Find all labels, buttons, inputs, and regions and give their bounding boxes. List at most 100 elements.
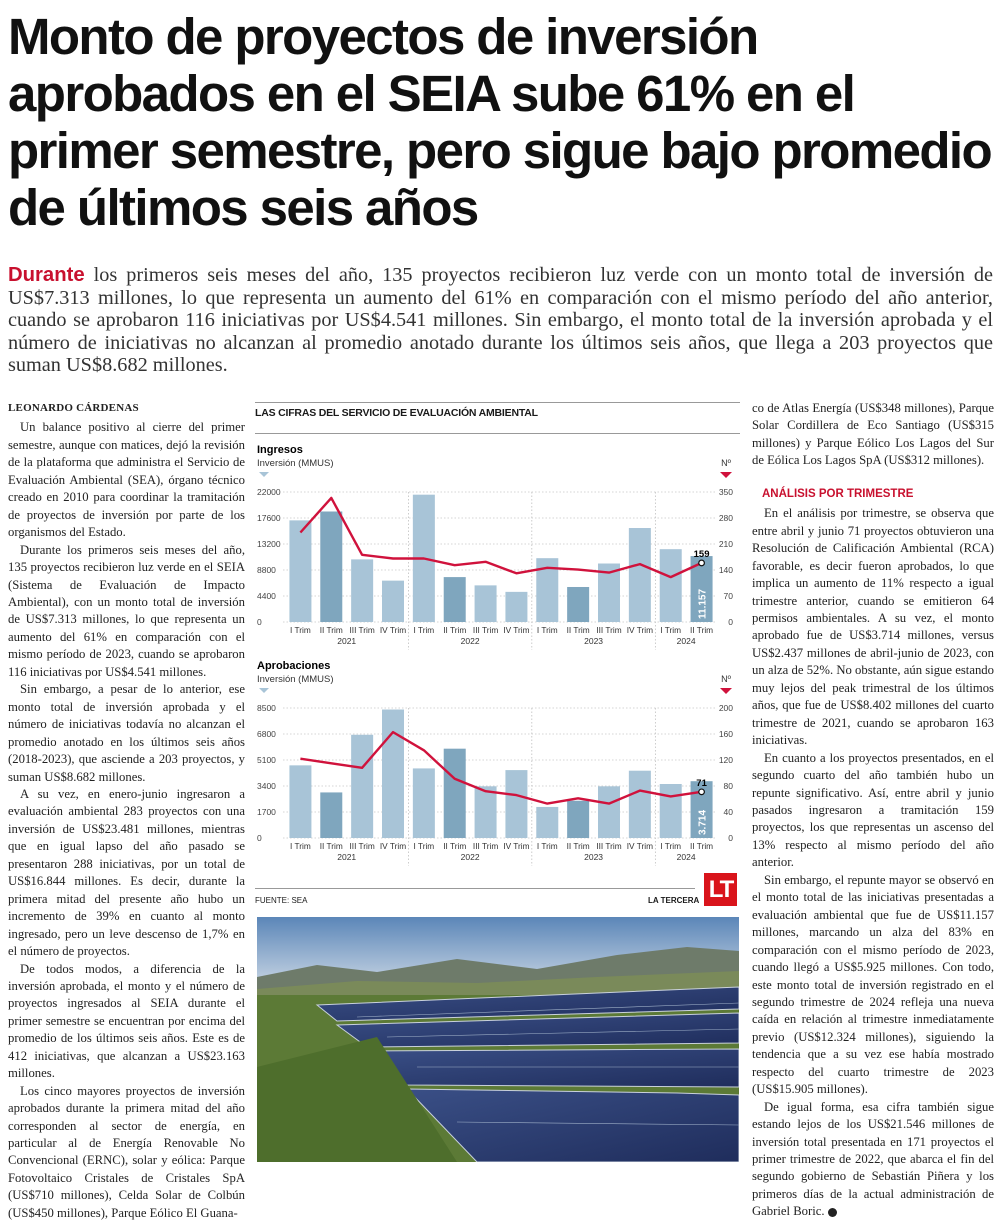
year-label: 2022 bbox=[461, 636, 480, 646]
last-point-marker bbox=[698, 559, 705, 567]
bar-7 bbox=[505, 591, 528, 622]
bar-4 bbox=[412, 768, 435, 838]
x-tick-label: II Trim bbox=[320, 625, 343, 635]
bar-8 bbox=[536, 806, 559, 838]
bar-9 bbox=[567, 800, 590, 838]
body-paragraph: De todos modos, a diferencia de la inver… bbox=[8, 961, 245, 1081]
body-paragraph: En cuanto a los proyectos presentados, e… bbox=[752, 750, 994, 870]
right-tick-label: 350 bbox=[719, 487, 733, 497]
left-tick-label: 22000 bbox=[257, 487, 281, 497]
infographic: LAS CIFRAS DEL SERVICIO DE EVALUACIÓN AM… bbox=[255, 400, 740, 910]
body-paragraph: Sin embargo, el repunte mayor se observó… bbox=[752, 872, 994, 1097]
infographic-title: LAS CIFRAS DEL SERVICIO DE EVALUACIÓN AM… bbox=[255, 407, 538, 419]
left-tick-label: 0 bbox=[257, 617, 262, 627]
x-tick-label: I Trim bbox=[537, 841, 558, 851]
body-paragraph-continued: co de Atlas Energía (US$348 millones), P… bbox=[752, 401, 994, 468]
right-tick-label: 80 bbox=[724, 781, 734, 791]
right-tick-label: 0 bbox=[728, 617, 733, 627]
body-paragraph: Durante los primeros seis meses del año,… bbox=[8, 542, 245, 679]
x-tick-label: II Trim bbox=[443, 625, 466, 635]
x-tick-label: II Trim bbox=[567, 625, 590, 635]
divider bbox=[255, 402, 740, 403]
chart-ingresos: Ingresos Inversión (MMUS) Nº 0 0 4400 70 8800 14… bbox=[257, 444, 734, 650]
divider bbox=[255, 433, 740, 434]
headline: Monto de proyectos de inversión aprobado… bbox=[8, 8, 993, 236]
x-tick-label: I Trim bbox=[537, 625, 558, 635]
left-axis-label: Inversión (MMUS) bbox=[257, 674, 334, 685]
x-tick-label: II Trim bbox=[690, 841, 713, 851]
bar-6 bbox=[474, 786, 497, 838]
bar-2 bbox=[351, 559, 374, 622]
left-tick-label: 4400 bbox=[257, 591, 276, 601]
left-tick-label: 13200 bbox=[257, 539, 281, 549]
x-tick-label: I Trim bbox=[660, 625, 681, 635]
source-note: FUENTE: SEA bbox=[255, 896, 308, 905]
x-tick-label: II Trim bbox=[320, 841, 343, 851]
year-label: 2021 bbox=[337, 852, 356, 862]
la-tercera-logo: LT bbox=[704, 873, 737, 906]
x-tick-label: III Trim bbox=[473, 625, 498, 635]
article-column-right: co de Atlas Energía (US$348 millones), P… bbox=[752, 400, 994, 1221]
x-tick-label: I Trim bbox=[290, 625, 311, 635]
year-label: 2023 bbox=[584, 852, 603, 862]
byline: LEONARDO CÁRDENAS bbox=[8, 402, 139, 414]
x-tick-label: IV Trim bbox=[380, 625, 406, 635]
body-paragraph: Sin embargo, a pesar de lo anterior, ese… bbox=[8, 682, 245, 784]
bar-10 bbox=[598, 786, 620, 838]
bar-12 bbox=[659, 784, 682, 838]
x-tick-label: IV Trim bbox=[380, 841, 406, 851]
year-label: 2024 bbox=[677, 636, 696, 646]
chart-title: Ingresos bbox=[257, 444, 303, 456]
lead-paragraph: Durante los primeros seis meses del año,… bbox=[8, 264, 993, 377]
bar-1 bbox=[320, 511, 343, 622]
divider bbox=[255, 888, 695, 889]
body-paragraph: Un balance positivo al cierre del primer… bbox=[8, 420, 245, 540]
bar-11 bbox=[628, 528, 651, 622]
left-tick-label: 1700 bbox=[257, 807, 276, 817]
x-tick-label: I Trim bbox=[413, 625, 434, 635]
left-axis-marker-icon bbox=[259, 472, 269, 477]
left-tick-label: 8800 bbox=[257, 565, 276, 575]
end-mark-icon bbox=[827, 1207, 837, 1217]
x-tick-label: IV Trim bbox=[627, 841, 653, 851]
x-tick-label: III Trim bbox=[596, 841, 621, 851]
x-tick-label: II Trim bbox=[567, 841, 590, 851]
x-tick-label: III Trim bbox=[349, 625, 374, 635]
body-paragraph: A su vez, en enero-junio ingresaron a ev… bbox=[8, 786, 245, 959]
last-bar-value-label: 11.157 bbox=[698, 589, 709, 619]
left-tick-label: 6800 bbox=[257, 729, 276, 739]
year-label: 2021 bbox=[337, 636, 356, 646]
chart-aprobaciones: Aprobaciones Inversión (MMUS) Nº 0 0 1700 40 34… bbox=[257, 660, 734, 866]
left-tick-label: 3400 bbox=[257, 781, 276, 791]
last-bar-value-label: 3.714 bbox=[698, 810, 709, 835]
body-paragraph: Los cinco mayores proyectos de inversión… bbox=[8, 1083, 245, 1220]
bar-10 bbox=[598, 563, 620, 622]
right-tick-label: 140 bbox=[719, 565, 733, 575]
body-paragraph-text: De igual forma, esa cifra también sigue … bbox=[752, 1099, 994, 1219]
bar-13 bbox=[690, 781, 713, 838]
x-tick-label: IV Trim bbox=[503, 625, 529, 635]
right-axis-marker-icon bbox=[720, 688, 732, 694]
x-tick-label: III Trim bbox=[349, 841, 374, 851]
bar-13 bbox=[690, 556, 713, 622]
last-point-marker bbox=[698, 788, 705, 796]
bar-1 bbox=[320, 792, 343, 838]
lead-text: los primeros seis meses del año, 135 pro… bbox=[8, 264, 993, 377]
solar-farm-photo bbox=[257, 917, 739, 1162]
left-tick-label: 8500 bbox=[257, 703, 276, 713]
body-paragraph: De igual forma, esa cifra también sigue … bbox=[752, 1099, 994, 1221]
right-tick-label: 70 bbox=[724, 591, 734, 601]
right-tick-label: 210 bbox=[719, 539, 733, 549]
body-paragraph: En el análisis por trimestre, se observa… bbox=[752, 506, 994, 748]
x-tick-label: I Trim bbox=[413, 841, 434, 851]
bar-3 bbox=[382, 580, 404, 622]
bar-6 bbox=[474, 585, 497, 622]
x-tick-label: I Trim bbox=[660, 841, 681, 851]
right-axis-label: Nº bbox=[721, 458, 731, 468]
article-column-left: LEONARDO CÁRDENAS Un balance positivo al… bbox=[8, 400, 245, 1222]
count-line bbox=[299, 496, 703, 579]
bar-0 bbox=[289, 520, 312, 622]
last-point-label: 71 bbox=[696, 778, 707, 789]
x-tick-label: IV Trim bbox=[627, 625, 653, 635]
right-tick-label: 280 bbox=[719, 513, 733, 523]
